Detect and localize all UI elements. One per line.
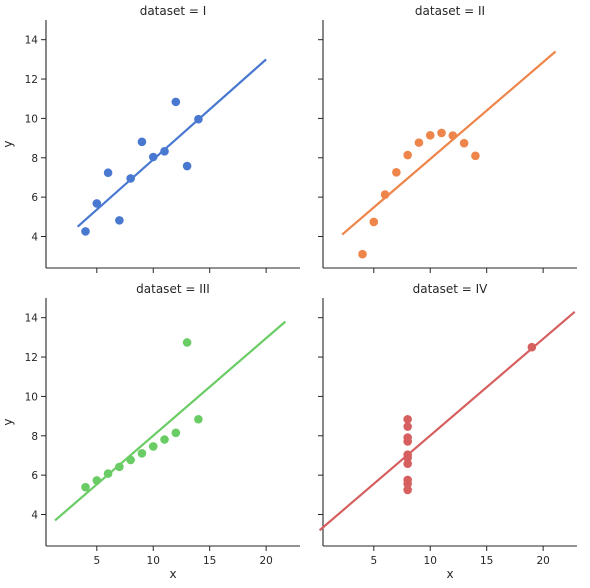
data-point bbox=[92, 476, 102, 485]
x-tick-label: 10 bbox=[147, 555, 160, 567]
y-tick-label: 6 bbox=[31, 192, 38, 204]
data-point bbox=[403, 479, 412, 489]
data-point bbox=[148, 152, 158, 162]
y-tick: 8 bbox=[31, 153, 46, 165]
y-tick: 6 bbox=[31, 470, 46, 482]
x-tick: 15 bbox=[480, 546, 493, 567]
data-point bbox=[171, 97, 181, 107]
data-point bbox=[182, 161, 192, 171]
data-point bbox=[414, 138, 424, 147]
y-tick: 12 bbox=[25, 74, 46, 86]
x-tick: 5 bbox=[93, 546, 100, 567]
x-tick-label: 10 bbox=[424, 555, 437, 567]
data-point bbox=[115, 462, 124, 472]
data-point bbox=[194, 414, 203, 424]
y-axis-label: y bbox=[1, 418, 15, 425]
data-point bbox=[148, 442, 158, 451]
data-point bbox=[448, 131, 458, 140]
x-tick: 10 bbox=[424, 546, 437, 567]
data-point bbox=[403, 150, 412, 160]
data-point bbox=[103, 469, 113, 478]
y-tick: 4 bbox=[31, 510, 46, 522]
data-point bbox=[182, 338, 192, 347]
regression-line bbox=[318, 310, 576, 532]
y-tick-label: 4 bbox=[31, 232, 38, 244]
y-tick-label: 8 bbox=[31, 431, 38, 443]
data-point bbox=[403, 422, 412, 431]
data-point bbox=[160, 146, 169, 156]
x-tick: 5 bbox=[370, 546, 377, 567]
facet-title: dataset = II bbox=[415, 4, 485, 18]
x-tick-label: 15 bbox=[203, 555, 216, 567]
data-point bbox=[126, 455, 135, 465]
data-point bbox=[194, 114, 203, 124]
y-tick: 4 bbox=[31, 232, 46, 244]
data-point bbox=[403, 453, 412, 462]
y-tick: 8 bbox=[31, 431, 46, 443]
x-tick: 10 bbox=[147, 546, 160, 567]
data-point bbox=[425, 131, 435, 140]
y-tick-label: 4 bbox=[31, 510, 38, 522]
y-tick-label: 14 bbox=[25, 313, 39, 325]
data-point bbox=[459, 138, 469, 148]
data-point bbox=[437, 128, 446, 138]
regression-line bbox=[341, 50, 557, 236]
facet-title: dataset = IV bbox=[413, 282, 489, 296]
x-tick: 15 bbox=[203, 546, 216, 567]
data-point bbox=[103, 168, 113, 178]
y-tick: 6 bbox=[31, 192, 46, 204]
regression-line bbox=[54, 320, 287, 522]
data-point bbox=[403, 433, 412, 442]
x-tick-label: 20 bbox=[259, 555, 272, 567]
data-point bbox=[81, 482, 90, 492]
y-tick: 10 bbox=[25, 391, 46, 403]
y-tick-label: 10 bbox=[25, 113, 38, 125]
y-tick: 10 bbox=[25, 113, 46, 125]
data-point bbox=[137, 137, 147, 147]
x-tick-label: 5 bbox=[93, 555, 100, 567]
x-tick: 20 bbox=[259, 546, 273, 567]
data-point bbox=[403, 414, 412, 424]
data-point bbox=[380, 190, 390, 199]
y-tick-label: 12 bbox=[25, 74, 38, 86]
facet-title: dataset = III bbox=[136, 282, 210, 296]
data-point bbox=[471, 151, 480, 161]
y-tick-label: 14 bbox=[25, 35, 39, 47]
data-point bbox=[358, 249, 367, 259]
y-axis-label: y bbox=[1, 140, 15, 147]
x-axis-label: x bbox=[169, 567, 176, 581]
data-point bbox=[392, 168, 401, 177]
facet-panel: 4 6 8 10 12 14 5 10 15 20 dataset = III y x bbox=[1, 282, 300, 581]
data-point bbox=[126, 174, 135, 183]
y-tick: 14 bbox=[25, 35, 46, 47]
x-tick: 20 bbox=[536, 546, 550, 567]
y-tick: 14 bbox=[25, 313, 46, 325]
y-tick-label: 6 bbox=[31, 470, 38, 482]
data-point bbox=[81, 227, 90, 236]
y-tick: 12 bbox=[25, 352, 46, 364]
facet-title: dataset = I bbox=[140, 4, 207, 18]
x-tick-label: 5 bbox=[370, 555, 377, 567]
data-point bbox=[137, 448, 147, 458]
data-point bbox=[403, 485, 412, 495]
data-point bbox=[160, 435, 169, 444]
facet-panel: 5 10 15 20 dataset = IV x bbox=[318, 282, 577, 581]
data-point bbox=[403, 459, 412, 469]
data-point bbox=[527, 342, 537, 352]
y-tick-label: 10 bbox=[25, 391, 38, 403]
y-tick-label: 12 bbox=[25, 352, 38, 364]
x-axis-label: x bbox=[446, 567, 453, 581]
data-point bbox=[369, 217, 379, 227]
data-point bbox=[171, 428, 181, 438]
regression-line bbox=[76, 58, 267, 228]
data-point bbox=[92, 199, 102, 208]
facet-panel: dataset = II bbox=[318, 4, 577, 273]
x-tick-label: 15 bbox=[480, 555, 493, 567]
x-tick-label: 20 bbox=[536, 555, 549, 567]
y-tick-label: 8 bbox=[31, 153, 38, 165]
facet-panel: 4 6 8 10 12 14 dataset = I y bbox=[1, 4, 300, 273]
data-point bbox=[115, 216, 124, 225]
